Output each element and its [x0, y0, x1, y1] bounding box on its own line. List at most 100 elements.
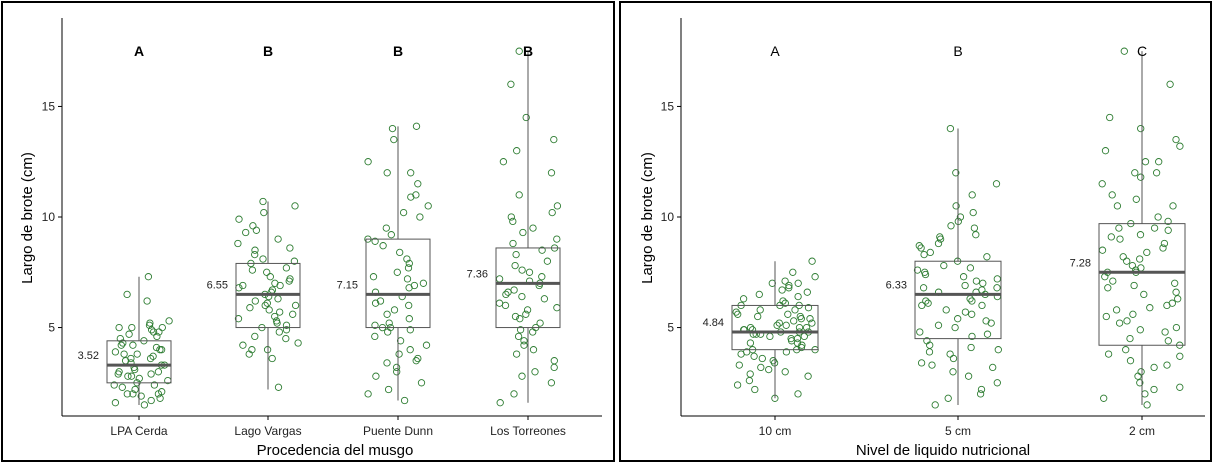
- data-point: [942, 306, 950, 314]
- data-point: [1115, 319, 1124, 327]
- data-point: [395, 350, 403, 358]
- data-point: [808, 257, 816, 265]
- data-point: [920, 250, 928, 259]
- data-point: [522, 310, 530, 318]
- data-point: [1126, 334, 1134, 343]
- data-point: [952, 202, 960, 210]
- boxplots: [106, 51, 561, 405]
- x-tick-label: LPA Cerda: [110, 424, 167, 438]
- y-ticks: 5 10 15: [42, 99, 62, 335]
- data-point: [515, 47, 523, 55]
- data-point: [919, 284, 928, 292]
- data-point: [110, 381, 118, 389]
- data-point: [115, 323, 123, 332]
- data-point: [501, 301, 510, 310]
- data-point: [118, 383, 126, 391]
- data-point: [124, 372, 132, 380]
- data-point: [782, 348, 791, 356]
- data-point: [403, 275, 412, 283]
- data-point: [1115, 224, 1123, 232]
- data-point: [405, 259, 413, 268]
- data-point: [286, 244, 294, 252]
- group-letter: A: [770, 43, 780, 59]
- data-point: [1169, 202, 1177, 210]
- data-point: [242, 228, 250, 237]
- data-point: [263, 299, 271, 307]
- data-point: [1112, 306, 1121, 314]
- data-point: [239, 341, 247, 349]
- y-tick-label: 5: [667, 321, 674, 335]
- data-point: [1150, 385, 1158, 394]
- data-point: [383, 359, 391, 367]
- data-point: [1159, 244, 1167, 252]
- jitter-points: [110, 47, 562, 409]
- data-point: [119, 339, 127, 347]
- data-point: [732, 308, 740, 316]
- data-point: [263, 268, 271, 276]
- data-point: [791, 306, 799, 314]
- data-point: [550, 363, 558, 372]
- data-point: [407, 193, 415, 201]
- data-point: [248, 346, 256, 354]
- data-point: [1113, 202, 1122, 210]
- data-point: [918, 301, 926, 310]
- data-point: [967, 343, 975, 352]
- data-point: [951, 323, 959, 332]
- data-point: [520, 337, 528, 345]
- x-tick-label: 2 cm: [1129, 424, 1155, 438]
- data-point: [268, 354, 276, 363]
- data-point: [952, 169, 960, 177]
- data-point: [1172, 323, 1181, 332]
- data-point: [275, 328, 283, 336]
- data-point: [735, 361, 743, 369]
- data-point: [235, 215, 243, 223]
- group-letter: B: [393, 43, 403, 59]
- data-point: [371, 332, 379, 341]
- data-point: [523, 306, 532, 314]
- data-point: [548, 208, 556, 217]
- data-point: [525, 268, 534, 276]
- group-letter: A: [134, 43, 144, 59]
- data-point: [1161, 328, 1169, 336]
- data-point: [513, 147, 521, 155]
- y-tick-label: 10: [42, 210, 56, 224]
- data-point: [1150, 224, 1159, 232]
- box: [106, 340, 172, 384]
- group-letter: B: [263, 43, 273, 59]
- data-point: [518, 266, 526, 274]
- data-point: [135, 374, 143, 383]
- data-point: [507, 213, 515, 221]
- data-point: [1164, 337, 1172, 345]
- data-point: [111, 348, 120, 356]
- y-tick-label: 15: [661, 99, 675, 113]
- data-point: [737, 350, 745, 358]
- data-point: [129, 341, 137, 349]
- data-point: [1101, 147, 1110, 155]
- data-point: [111, 399, 120, 407]
- data-point: [294, 339, 302, 347]
- data-point: [804, 304, 813, 312]
- data-point: [392, 363, 401, 372]
- data-point: [806, 315, 814, 323]
- data-point: [1130, 281, 1138, 290]
- data-point: [754, 312, 762, 321]
- data-point: [994, 346, 1002, 354]
- data-point: [936, 233, 944, 241]
- data-point: [961, 308, 970, 316]
- data-point: [511, 261, 519, 270]
- data-point: [261, 301, 269, 310]
- data-point: [416, 213, 424, 221]
- data-point: [516, 326, 525, 334]
- data-point: [276, 281, 284, 290]
- data-point: [928, 361, 936, 369]
- data-point: [156, 346, 164, 354]
- x-axis-title: Procedencia del musgo: [257, 442, 414, 459]
- panel-frame: [619, 1, 1212, 462]
- data-point: [396, 337, 405, 345]
- y-tick-label: 5: [48, 321, 55, 335]
- data-point: [1160, 239, 1169, 248]
- data-point: [383, 169, 391, 177]
- data-point: [1176, 142, 1184, 150]
- data-point: [291, 301, 300, 310]
- data-point: [265, 306, 273, 314]
